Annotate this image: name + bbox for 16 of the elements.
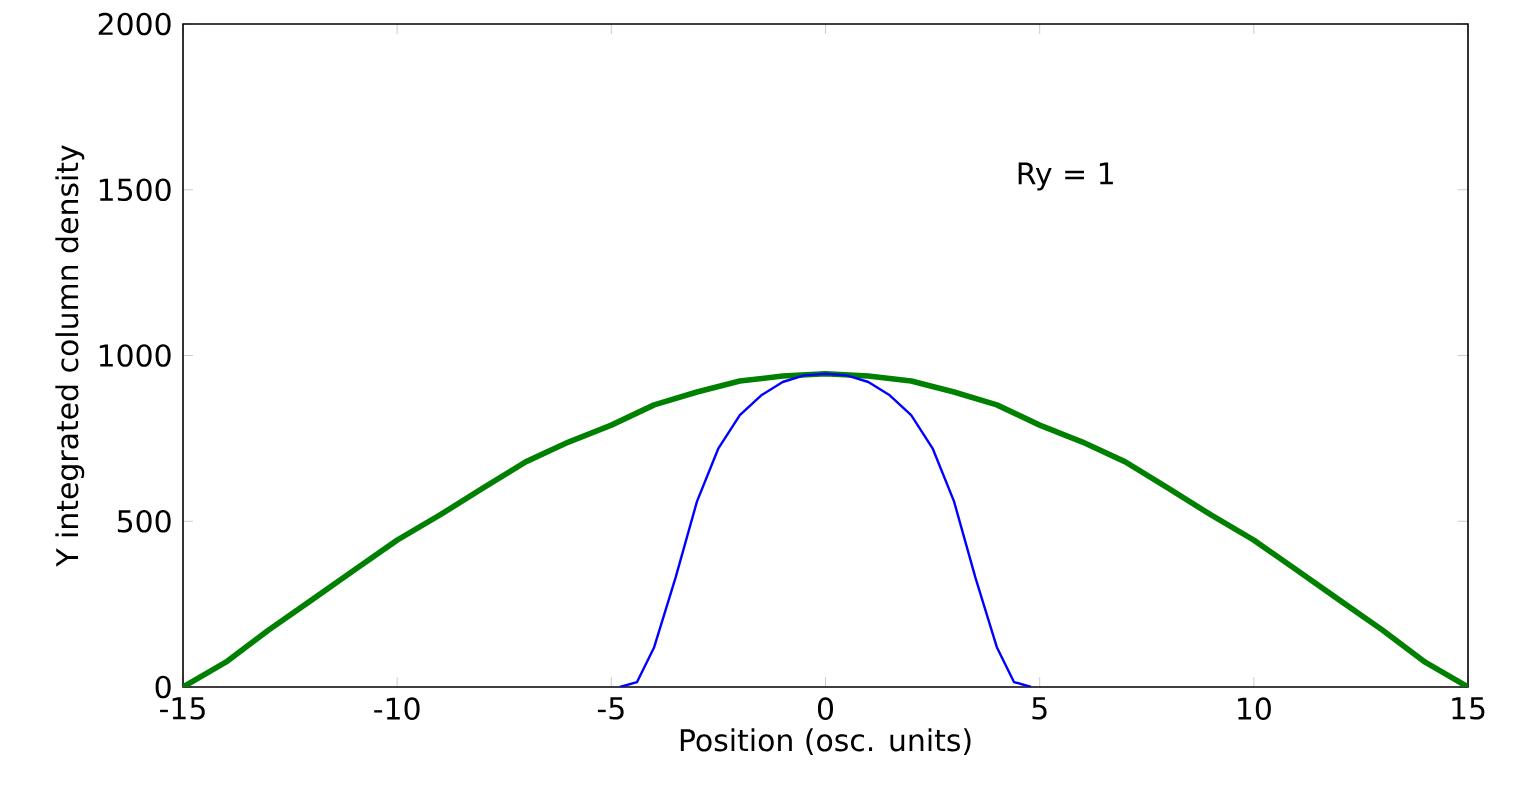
x-tick-label: 5	[1032, 697, 1047, 720]
x-tick-label: -5	[597, 697, 624, 720]
x-tick-label: 0	[817, 697, 834, 720]
line-series	[618, 372, 1033, 687]
y-tick-label: 1500	[99, 178, 171, 202]
x-tick-label: 15	[1452, 697, 1485, 720]
annotation: Ry = 1	[1018, 162, 1113, 191]
y-tick-label: 0	[155, 675, 171, 699]
x-axis-title: Position (osc. units)	[680, 728, 971, 755]
x-tick-label: -15	[160, 697, 205, 720]
y-tick-label: 2000	[98, 12, 171, 36]
y-axis-title: Y integrated column density	[55, 145, 85, 567]
y-tick-label: 1000	[99, 344, 171, 367]
x-tick-label: 10	[1238, 697, 1271, 720]
y-tick-label: 500	[117, 509, 171, 533]
x-tick-label: -10	[374, 697, 420, 720]
